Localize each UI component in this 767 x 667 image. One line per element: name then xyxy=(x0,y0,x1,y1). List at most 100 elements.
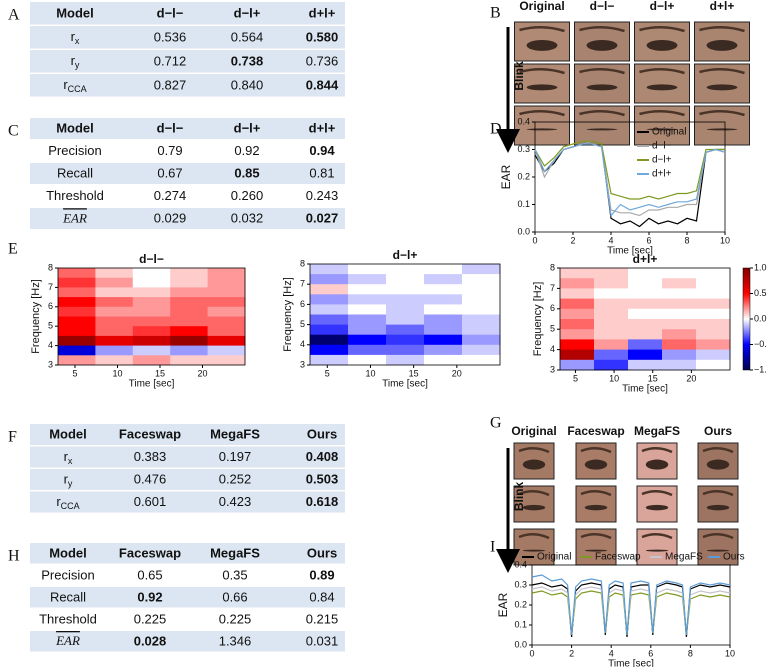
table-cell: ry xyxy=(64,472,73,489)
table-row-bg xyxy=(30,631,345,652)
y-tick-label: 3 xyxy=(550,364,555,374)
colorbar-tick-label: −1.0 xyxy=(754,364,767,374)
table-header: d−l+ xyxy=(234,5,261,20)
table-cell: 0.564 xyxy=(231,29,264,44)
data-line xyxy=(534,140,725,228)
table-cell: 0.383 xyxy=(134,449,167,464)
eye xyxy=(522,504,546,511)
heat-cell xyxy=(132,326,171,337)
eyebrow xyxy=(639,26,685,33)
table-cell: 0.79 xyxy=(157,143,182,158)
heat-cell xyxy=(58,355,96,366)
colorbar-tick-label: −0.5 xyxy=(754,339,767,349)
heat-cell xyxy=(95,268,134,279)
heat-cell xyxy=(348,264,387,275)
heat-cell xyxy=(628,268,663,279)
table-row-bg xyxy=(30,565,345,586)
table-cell: 0.031 xyxy=(306,633,339,648)
column-header: Original xyxy=(511,424,556,438)
eye xyxy=(522,459,546,470)
table-cell: 0.66 xyxy=(222,589,247,604)
heat-cell xyxy=(386,334,425,346)
eye xyxy=(586,128,618,131)
eye xyxy=(584,504,608,511)
heat-cell xyxy=(58,335,96,347)
y-tick-label: 8 xyxy=(48,262,53,272)
y-tick-label: 4 xyxy=(300,339,305,349)
eyebrow xyxy=(580,533,612,540)
x-tick-label: 5 xyxy=(72,368,77,378)
heat-cell xyxy=(628,308,663,320)
table-row-bg xyxy=(30,469,345,490)
heat-cell xyxy=(594,319,629,330)
table-header: d−l− xyxy=(157,5,184,20)
y-tick-label: 0.1 xyxy=(514,619,527,629)
heat-cell xyxy=(58,345,96,356)
chart-title: d−l+ xyxy=(393,248,418,262)
cell-text: EAR xyxy=(55,633,80,648)
plot-frame xyxy=(559,267,731,371)
y-tick-label: 5 xyxy=(550,324,555,334)
heat-cell xyxy=(207,287,246,298)
heat-cell xyxy=(594,339,629,351)
heat-cell xyxy=(170,268,209,279)
table-cell: 0.274 xyxy=(154,188,187,203)
heat-cell xyxy=(594,298,629,310)
eyebrow xyxy=(579,26,625,33)
y-tick-label: 5 xyxy=(300,319,305,329)
x-tick-label: 20 xyxy=(686,373,696,383)
heat-cell xyxy=(424,324,463,336)
heat-cell xyxy=(348,324,387,336)
heat-cell xyxy=(207,316,246,327)
table-cell: 0.35 xyxy=(222,567,247,582)
data-line xyxy=(531,586,731,634)
table-row-bg xyxy=(30,163,345,184)
heat-cell xyxy=(696,298,731,310)
plot-frame xyxy=(57,267,246,366)
heat-cell xyxy=(628,359,663,371)
table-row-bg xyxy=(30,26,345,49)
panel-label: A xyxy=(8,7,20,24)
heat-cell xyxy=(95,335,134,347)
x-tick-label: 5 xyxy=(573,373,578,383)
column-header: MegaFS xyxy=(634,424,680,438)
heat-cell xyxy=(662,339,697,351)
heat-cell xyxy=(696,329,731,340)
table-cell: Threshold xyxy=(39,611,97,626)
table-cell: 0.536 xyxy=(154,29,187,44)
heat-cell xyxy=(560,278,595,289)
y-tick-label: 7 xyxy=(550,283,555,293)
heat-cell xyxy=(348,274,387,285)
eyebrow xyxy=(641,490,673,497)
table-cell: 0.252 xyxy=(219,472,252,487)
table-cell: rCCA xyxy=(56,494,79,511)
heat-cell xyxy=(628,339,663,351)
data-line xyxy=(534,140,725,217)
table-row-bg xyxy=(30,543,345,564)
eye xyxy=(706,128,738,131)
table-header: Model xyxy=(56,121,94,136)
legend-label: d−l− xyxy=(652,141,672,152)
eyebrow xyxy=(579,110,625,117)
y-tick-label: 0.2 xyxy=(517,171,530,181)
arrow-label: Blink xyxy=(512,61,526,91)
heat-cell xyxy=(207,297,246,308)
eye xyxy=(706,39,738,51)
heat-cell xyxy=(386,314,425,326)
heat-cell xyxy=(170,326,209,337)
heat-cell xyxy=(424,354,463,366)
heat-cell xyxy=(170,355,209,366)
heat-cell xyxy=(386,304,425,315)
heat-cell xyxy=(662,268,697,279)
table-header: d+l+ xyxy=(309,121,336,136)
heat-cell xyxy=(560,329,595,340)
heat-cell xyxy=(58,268,96,279)
eyebrow xyxy=(518,533,550,540)
x-axis-label: Time [sec] xyxy=(608,659,654,667)
heat-cell xyxy=(462,314,501,326)
table-cell: 0.844 xyxy=(306,77,339,92)
heat-cell xyxy=(594,308,629,320)
column-header: d−l− xyxy=(590,0,615,13)
x-tick-label: 6 xyxy=(646,235,651,245)
